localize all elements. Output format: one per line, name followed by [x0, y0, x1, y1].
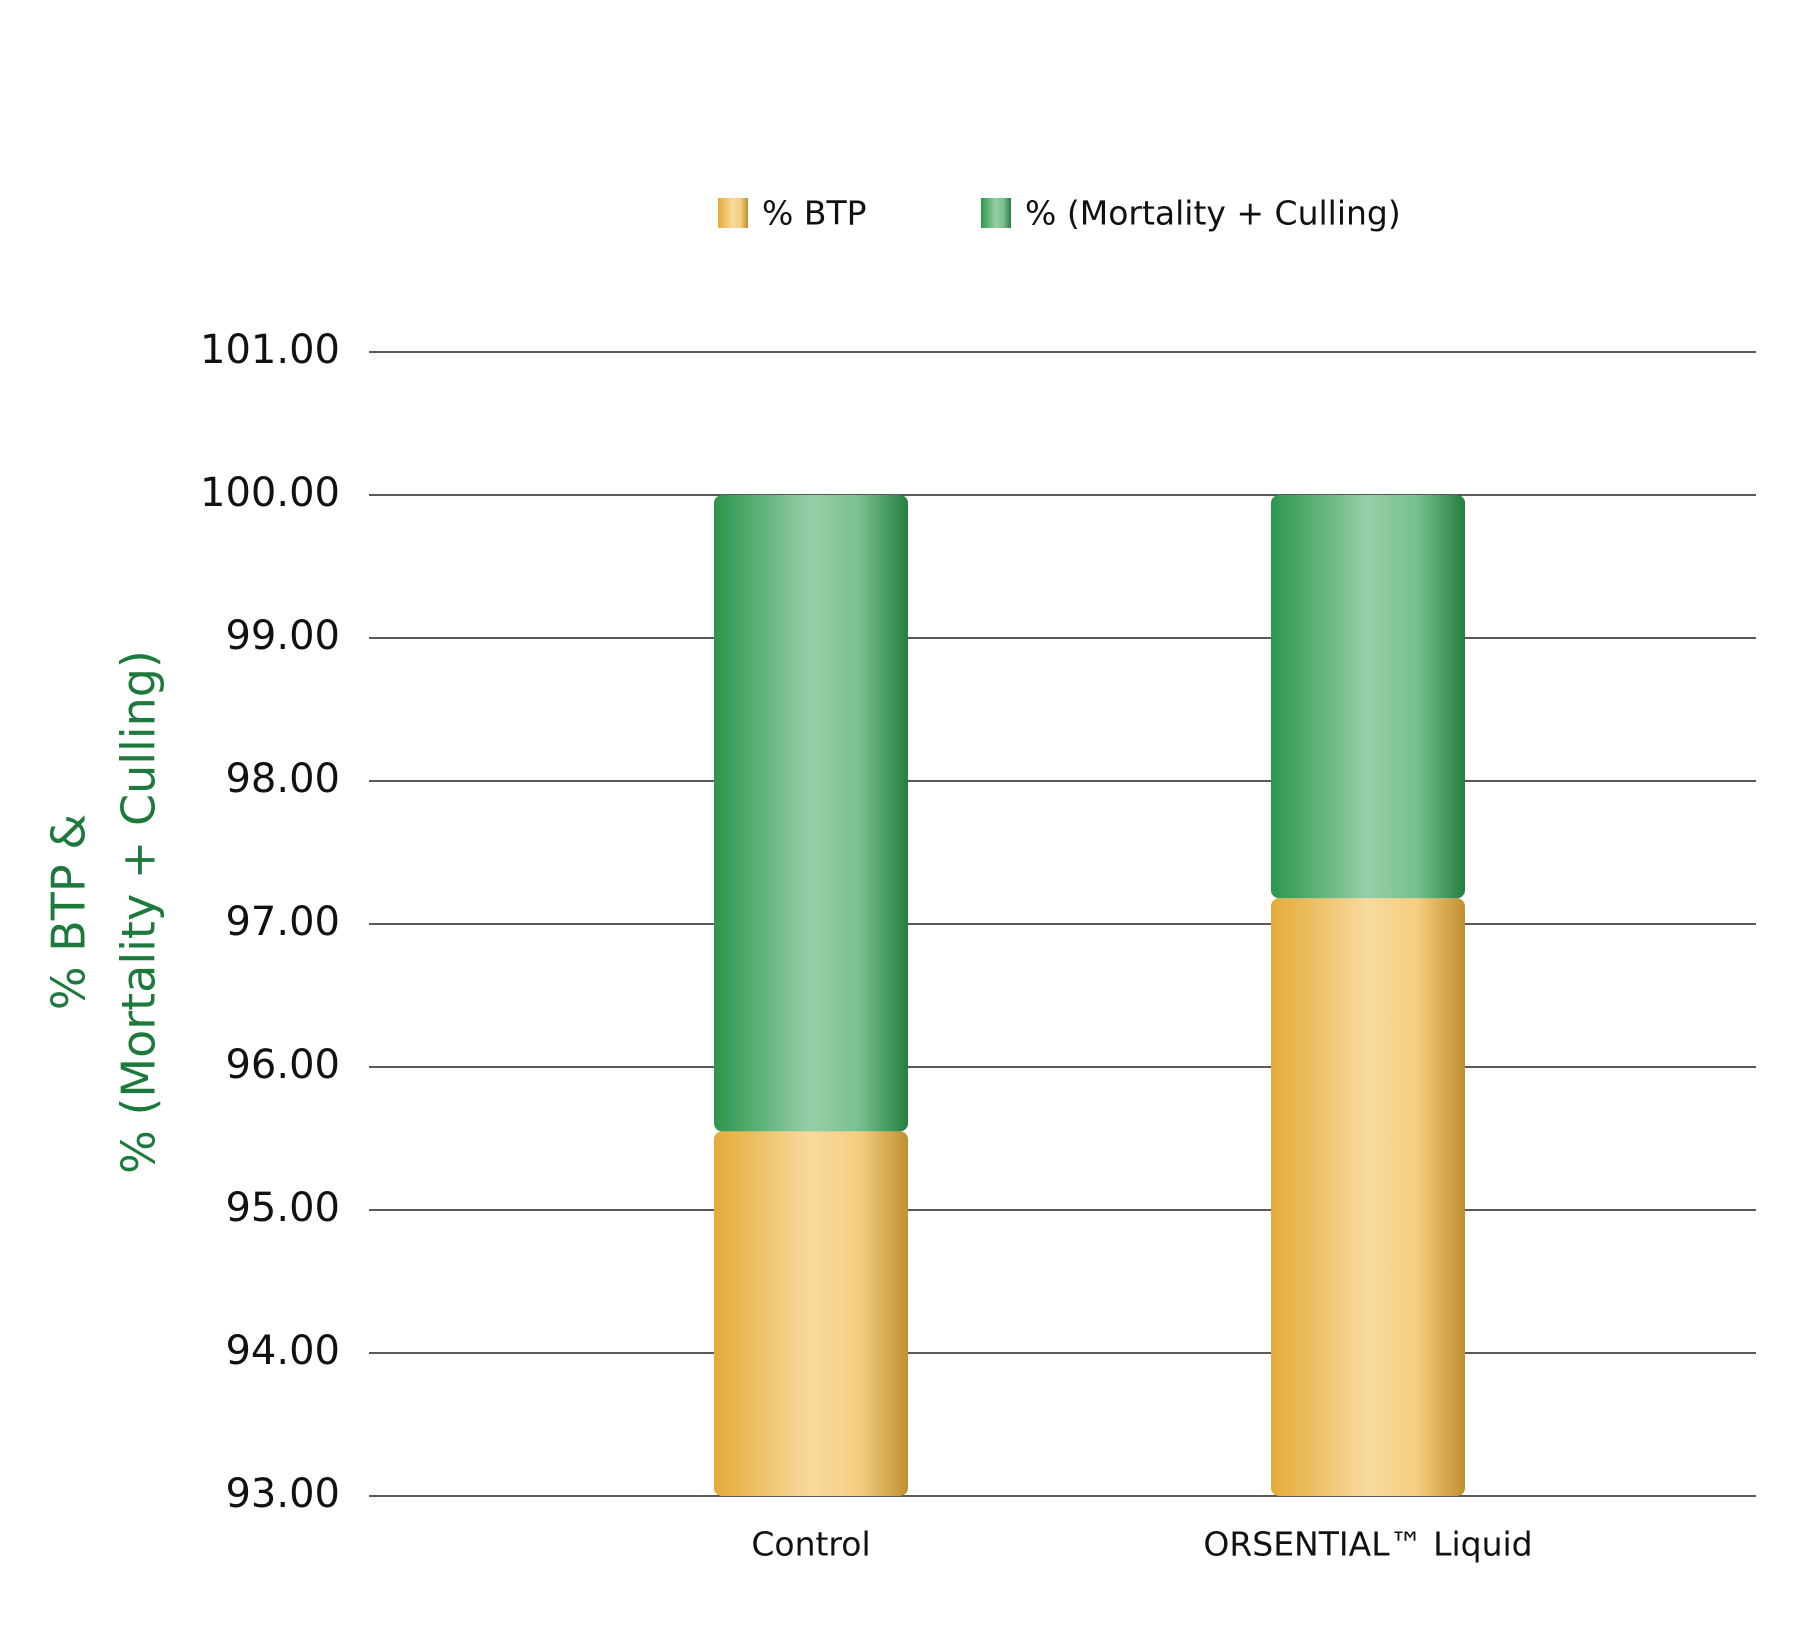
- x-tick-label: ORSENTIAL™ Liquid: [1203, 1525, 1532, 1564]
- legend-label: % (Mortality + Culling): [1025, 194, 1401, 233]
- legend-swatch: [718, 198, 748, 228]
- y-axis-title: % BTP & % (Mortality + Culling): [42, 650, 166, 1174]
- y-tick-label: 98.00: [225, 756, 340, 802]
- bar-segment: [714, 1131, 908, 1496]
- y-tick-label: 99.00: [225, 613, 340, 659]
- bar-segment: [714, 495, 908, 1132]
- y-tick-label: 95.00: [225, 1185, 340, 1231]
- y-tick-label: 97.00: [225, 899, 340, 945]
- y-tick-label: 93.00: [225, 1471, 340, 1517]
- y-axis-title-line: % BTP &: [42, 814, 96, 1010]
- bar-segment: [1271, 495, 1465, 899]
- x-tick-label: Control: [751, 1525, 870, 1564]
- y-axis-title-line: % (Mortality + Culling): [112, 650, 166, 1174]
- y-tick-label: 100.00: [200, 470, 340, 516]
- legend-label: % BTP: [762, 194, 867, 233]
- y-tick-label: 94.00: [225, 1328, 340, 1374]
- y-tick-label: 101.00: [200, 327, 340, 373]
- y-tick-label: 96.00: [225, 1042, 340, 1088]
- bar-segment: [1271, 898, 1465, 1496]
- legend-swatch: [981, 198, 1011, 228]
